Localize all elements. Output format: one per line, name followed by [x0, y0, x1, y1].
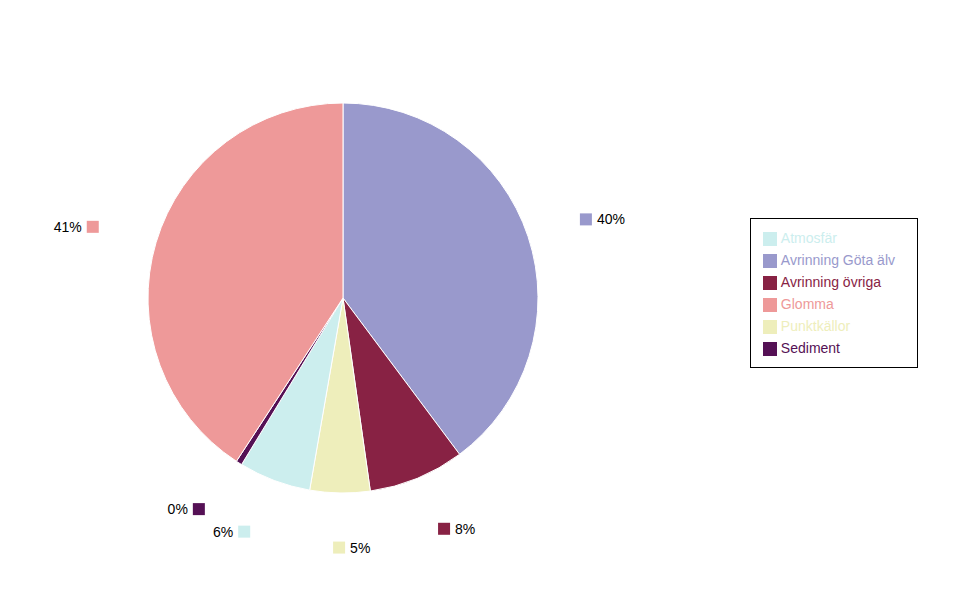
- svg-text:8%: 8%: [455, 521, 475, 537]
- html-text:Punktkällor: Punktkällor: [780, 318, 851, 334]
- svg-text:6%: 6%: [213, 524, 233, 540]
- svg-text:40%: 40%: [597, 211, 625, 227]
- svg-text:41%: 41%: [54, 219, 82, 235]
- html-text:Glomma: Glomma: [780, 296, 834, 312]
- html-text:Avrinning övriga: Avrinning övriga: [780, 274, 881, 290]
- svg-text:5%: 5%: [350, 540, 370, 556]
- svg-text:0%: 0%: [168, 501, 188, 517]
- html-text:Atmosfär: Atmosfär: [780, 230, 837, 246]
- html-text:Sediment: Sediment: [780, 340, 840, 356]
- html-text:Avrinning Göta älv: Avrinning Göta älv: [780, 252, 895, 268]
